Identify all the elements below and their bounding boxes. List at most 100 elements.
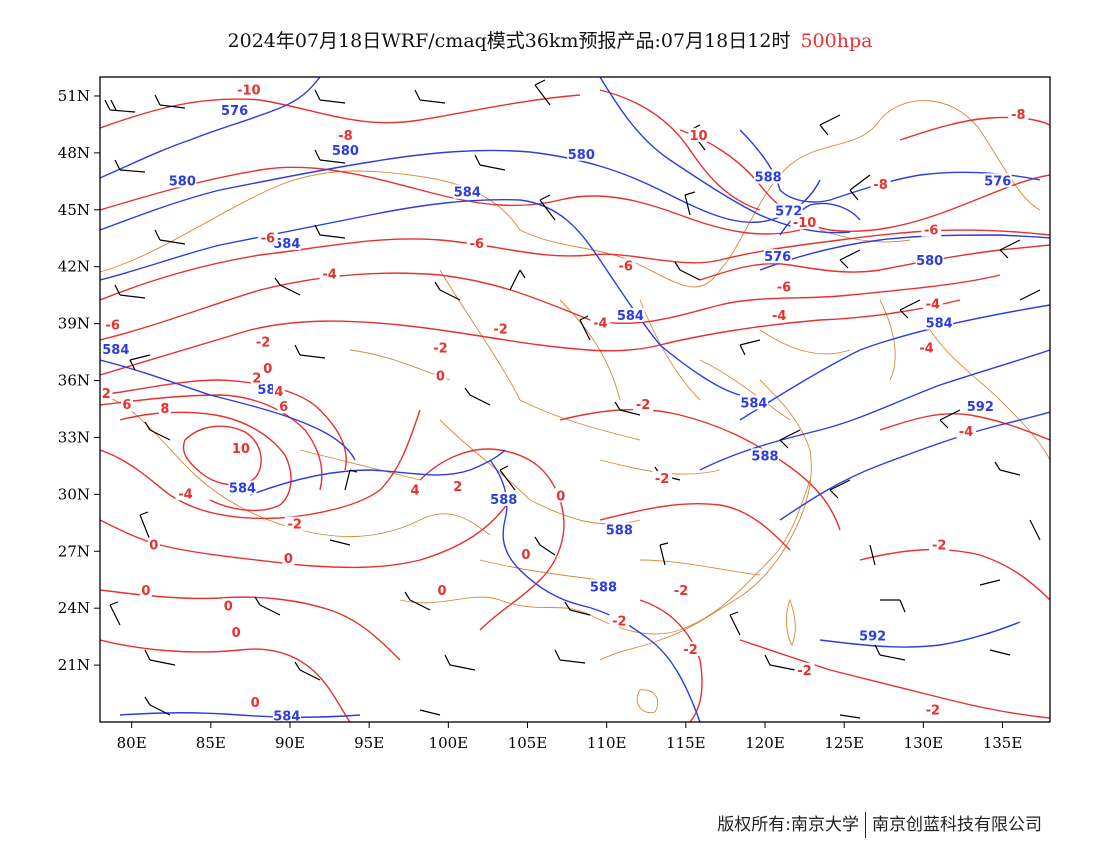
lat-tick-label: 45N xyxy=(58,201,90,219)
temp-contour-label: -2 xyxy=(636,398,650,413)
temp-contour-label: -4 xyxy=(593,317,607,332)
height-contour-label: 580 xyxy=(169,174,196,189)
lon-tick-label: 85E xyxy=(196,734,226,752)
temp-contour-label: -8 xyxy=(873,178,887,193)
temp-contour-label-bg xyxy=(250,370,263,385)
height-contour-label-bg xyxy=(168,173,197,188)
coastline xyxy=(599,379,812,661)
temp-contour xyxy=(559,408,841,531)
temp-contour-label: -8 xyxy=(1011,108,1025,123)
height-contour-label: 580 xyxy=(916,254,943,269)
temp-contour-label: 0 xyxy=(284,552,293,567)
temp-contour-label-bg xyxy=(554,488,567,503)
footer: 版权所有:南京大学 南京创蓝科技有限公司 xyxy=(717,810,1042,838)
wind-barb xyxy=(294,661,321,681)
temp-contour-label-bg xyxy=(671,583,692,598)
temp-contour xyxy=(739,639,1050,719)
temp-contour-label: 0 xyxy=(251,696,260,711)
height-contour-label-bg xyxy=(739,395,768,410)
temp-contour xyxy=(100,639,351,722)
height-contour-label: 584 xyxy=(740,396,767,411)
temp-contour-label: 0 xyxy=(556,489,565,504)
temp-contour-label-bg xyxy=(319,266,340,281)
height-contour-label-bg xyxy=(763,249,792,264)
temp-contour-label-bg xyxy=(794,662,815,677)
temp-contour-label: -2 xyxy=(674,584,688,599)
lon-tick-label: 105E xyxy=(508,734,548,752)
lon-tick-label: 90E xyxy=(275,734,305,752)
temp-contour xyxy=(100,589,401,661)
lat-tick-label: 30N xyxy=(58,485,90,503)
temp-contour-label-bg xyxy=(609,613,630,628)
temp-contour-label-bg xyxy=(633,397,654,412)
lat-tick-label: 33N xyxy=(58,428,90,446)
wind-barbs xyxy=(104,79,1041,719)
wind-barb xyxy=(404,591,431,611)
wind-barb xyxy=(1019,289,1041,301)
wind-barb xyxy=(329,539,351,546)
wind-barb xyxy=(434,281,461,301)
temp-contour xyxy=(119,411,292,512)
height-contour xyxy=(489,459,701,722)
temp-contour-label: -2 xyxy=(493,322,507,337)
height-contour-label: 584 xyxy=(273,237,300,252)
wind-barb xyxy=(874,644,906,661)
temp-contour-label-bg xyxy=(519,547,532,562)
height-contour-label: 584 xyxy=(273,709,300,724)
temp-contour xyxy=(699,244,1050,281)
temp-contour-label-bg xyxy=(257,230,278,245)
wind-barb xyxy=(144,696,171,716)
wind-barb xyxy=(534,536,556,556)
lat-tick-label: 36N xyxy=(58,372,90,390)
temp-contour-label: -2 xyxy=(683,643,697,658)
lat-tick-label: 42N xyxy=(58,258,90,276)
temp-contour-label-bg xyxy=(175,486,196,501)
lat-tick-label: 39N xyxy=(58,315,90,333)
temp-contour-label-bg xyxy=(277,399,290,414)
temp-contour xyxy=(100,94,581,129)
wind-barb xyxy=(114,159,146,173)
temp-contour-label: -6 xyxy=(777,281,791,296)
height-contour-label-bg xyxy=(272,235,301,250)
height-contour-label: 592 xyxy=(859,630,886,645)
temp-contour xyxy=(100,394,323,491)
temp-contour-label-bg xyxy=(272,383,285,398)
height-contour xyxy=(819,621,1021,648)
wind-barb xyxy=(294,344,326,359)
temp-contour xyxy=(639,599,703,722)
wind-barb xyxy=(509,269,526,291)
wind-barb xyxy=(534,79,551,106)
height-contour-label-bg xyxy=(858,628,887,643)
wind-barb xyxy=(869,544,876,566)
height-contour xyxy=(599,77,851,234)
temp-contour-label: 8 xyxy=(160,402,169,417)
height-contour-label-bg xyxy=(966,399,995,414)
temp-contour xyxy=(100,166,801,235)
temp-contour-label: 0 xyxy=(232,626,241,641)
temp-contour-label-bg xyxy=(409,482,422,497)
temp-contour-label: 4 xyxy=(411,484,420,499)
height-contour-label-bg xyxy=(983,173,1012,188)
wind-barb xyxy=(564,601,591,616)
wind-barb xyxy=(144,421,171,441)
temp-contour xyxy=(599,502,791,551)
temp-contour-label: -2 xyxy=(433,341,447,356)
height-contour-label-bg xyxy=(453,184,482,199)
wind-barb xyxy=(129,354,151,371)
temp-contour xyxy=(100,229,1050,301)
lon-tick-label: 120E xyxy=(745,734,785,752)
height-contour-label: 588 xyxy=(755,171,782,186)
wind-barb xyxy=(674,261,701,281)
temp-contour-label: 2 xyxy=(453,480,462,495)
wind-barb xyxy=(939,409,961,429)
wind-barb xyxy=(659,542,669,566)
temp-contour-label: 2 xyxy=(252,372,261,387)
height-contour-label-bg xyxy=(616,308,645,323)
temp-contour-label: -2 xyxy=(612,614,626,629)
lon-tick-label: 115E xyxy=(666,734,706,752)
temp-contour xyxy=(419,448,565,631)
height-contour-label: 584 xyxy=(454,186,481,201)
temp-contour-label-bg xyxy=(451,478,464,493)
wind-barb xyxy=(109,601,121,626)
temp-contour-label-bg xyxy=(282,550,295,565)
